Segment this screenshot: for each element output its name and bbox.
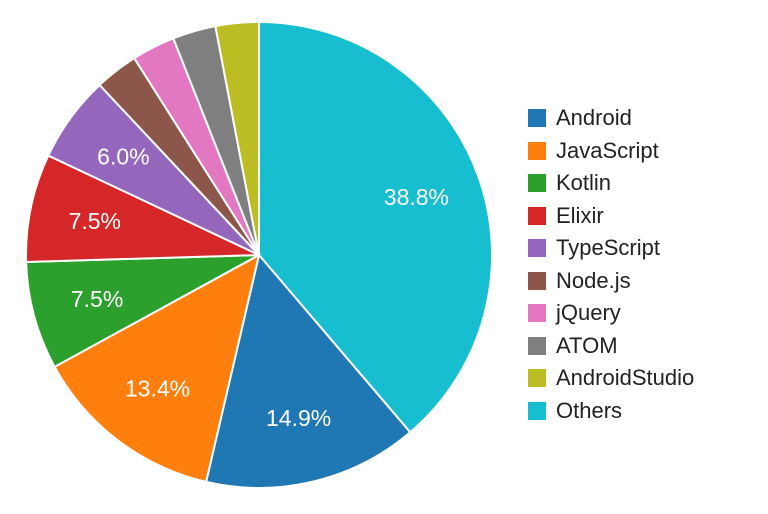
legend-label: jQuery [556,300,621,326]
legend-label: Others [556,397,623,423]
legend-label: JavaScript [556,137,659,163]
legend-item: ATOM [528,330,694,363]
legend-item: Elixir [528,200,694,233]
slice-data-label: 7.5% [69,208,121,234]
pie-slice-android [204,252,412,489]
legend-item: Node.js [528,265,694,298]
legend-item: jQuery [528,297,694,330]
slice-data-label: 14.9% [266,405,331,431]
legend-label: Kotlin [556,170,612,196]
legend-swatch [528,206,546,225]
pie-slice-kotlin [25,254,260,369]
pie-slice-others [258,20,494,434]
legend-swatch [528,109,546,128]
legend-swatch [528,239,546,258]
legend-swatch [528,271,546,290]
pie-slice-androidstudio [214,20,260,256]
legend-swatch [528,304,546,323]
legend-swatch [528,369,546,388]
legend-item: JavaScript [528,135,694,168]
legend-item: Others [528,395,694,428]
legend-label: AndroidStudio [556,365,695,391]
legend-label: ATOM [556,332,618,358]
pie-slice-javascript [53,253,261,484]
legend-label: Node.js [556,267,631,293]
legend-swatch [528,141,546,160]
legend: Android JavaScript Kotlin Elixir TypeScript N… [528,102,694,427]
legend-swatch [528,401,546,420]
legend-item: AndroidStudio [528,362,694,395]
legend-swatch [528,336,546,355]
legend-label: Android [556,105,632,131]
slice-data-label: 38.8% [384,184,449,210]
pie-slice-elixir [25,154,260,263]
legend-item: TypeScript [528,232,694,265]
legend-label: TypeScript [556,235,660,261]
slice-data-label: 6.0% [97,143,149,169]
legend-label: Elixir [556,202,604,228]
slice-data-label: 13.4% [125,376,190,402]
legend-swatch [528,174,546,193]
legend-item: Kotlin [528,167,694,200]
slice-data-label: 7.5% [71,286,123,312]
legend-item: Android [528,102,694,135]
